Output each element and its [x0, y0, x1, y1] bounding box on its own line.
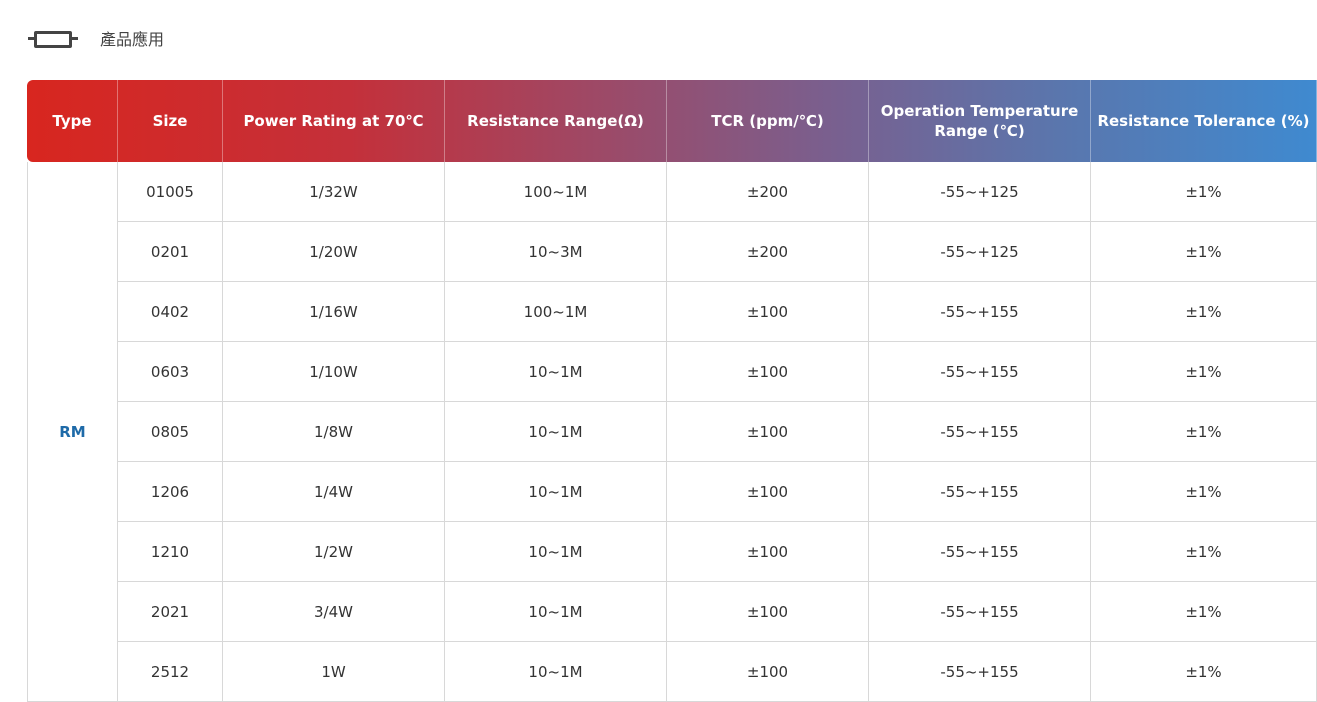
cell-operation-temp: -55~+155 — [869, 522, 1091, 582]
cell-tcr: ±100 — [667, 642, 869, 702]
cell-size: 0805 — [118, 402, 223, 462]
cell-power-rating: 1/4W — [223, 462, 445, 522]
cell-size: 0402 — [118, 282, 223, 342]
cell-size: 1206 — [118, 462, 223, 522]
cell-tcr: ±200 — [667, 222, 869, 282]
table-row: 0805 1/8W 10~1M ±100 -55~+155 ±1% — [27, 402, 1317, 462]
cell-resistance-range: 100~1M — [445, 162, 667, 222]
type-cell: RM — [27, 162, 118, 702]
cell-size: 0201 — [118, 222, 223, 282]
table-row: RM 01005 1/32W 100~1M ±200 -55~+125 ±1% — [27, 162, 1317, 702]
resistor-icon — [28, 27, 78, 49]
cell-tcr: ±100 — [667, 462, 869, 522]
cell-size: 2512 — [118, 642, 223, 702]
table-row: 2512 1W 10~1M ±100 -55~+155 ±1% — [27, 642, 1317, 702]
cell-tcr: ±100 — [667, 342, 869, 402]
cell-tcr: ±100 — [667, 402, 869, 462]
cell-tolerance: ±1% — [1091, 342, 1317, 402]
cell-power-rating: 1/8W — [223, 402, 445, 462]
column-header-power-rating: Power Rating at 70℃ — [223, 80, 445, 162]
cell-tcr: ±200 — [667, 162, 869, 222]
column-header-tcr: TCR (ppm/℃) — [667, 80, 869, 162]
cell-resistance-range: 100~1M — [445, 282, 667, 342]
cell-size: 0603 — [118, 342, 223, 402]
cell-tcr: ±100 — [667, 582, 869, 642]
cell-operation-temp: -55~+155 — [869, 582, 1091, 642]
cell-tolerance: ±1% — [1091, 222, 1317, 282]
column-header-resistance-range: Resistance Range(Ω) — [445, 80, 667, 162]
cell-power-rating: 3/4W — [223, 582, 445, 642]
cell-tcr: ±100 — [667, 522, 869, 582]
cell-power-rating: 1W — [223, 642, 445, 702]
section-heading: 產品應用 — [28, 24, 164, 52]
cell-resistance-range: 10~1M — [445, 522, 667, 582]
cell-size: 1210 — [118, 522, 223, 582]
cell-size: 01005 — [118, 162, 223, 222]
column-header-type: Type — [27, 80, 118, 162]
cell-operation-temp: -55~+155 — [869, 642, 1091, 702]
cell-tolerance: ±1% — [1091, 462, 1317, 522]
cell-resistance-range: 10~3M — [445, 222, 667, 282]
table-row: 0603 1/10W 10~1M ±100 -55~+155 ±1% — [27, 342, 1317, 402]
table-row: 1210 1/2W 10~1M ±100 -55~+155 ±1% — [27, 522, 1317, 582]
cell-tcr: ±100 — [667, 282, 869, 342]
column-header-tolerance: Resistance Tolerance (%) — [1091, 80, 1317, 162]
cell-operation-temp: -55~+155 — [869, 342, 1091, 402]
cell-tolerance: ±1% — [1091, 402, 1317, 462]
cell-resistance-range: 10~1M — [445, 642, 667, 702]
cell-power-rating: 1/10W — [223, 342, 445, 402]
table-row: 0402 1/16W 100~1M ±100 -55~+155 ±1% — [27, 282, 1317, 342]
cell-power-rating: 1/2W — [223, 522, 445, 582]
cell-operation-temp: -55~+155 — [869, 462, 1091, 522]
cell-power-rating: 1/20W — [223, 222, 445, 282]
cell-operation-temp: -55~+125 — [869, 162, 1091, 222]
table-row: 1206 1/4W 10~1M ±100 -55~+155 ±1% — [27, 462, 1317, 522]
cell-operation-temp: -55~+155 — [869, 402, 1091, 462]
table-header-row: Type Size Power Rating at 70℃ Resistance Ra… — [27, 80, 1317, 162]
cell-tolerance: ±1% — [1091, 282, 1317, 342]
cell-tolerance: ±1% — [1091, 162, 1317, 222]
cell-power-rating: 1/16W — [223, 282, 445, 342]
column-header-operation-temp: Operation Temperature Range (℃) — [869, 80, 1091, 162]
cell-size: 2021 — [118, 582, 223, 642]
cell-tolerance: ±1% — [1091, 582, 1317, 642]
spec-table: Type Size Power Rating at 70℃ Resistance Ra… — [27, 80, 1317, 702]
cell-tolerance: ±1% — [1091, 522, 1317, 582]
column-header-size: Size — [118, 80, 223, 162]
section-title: 產品應用 — [100, 30, 165, 49]
cell-power-rating: 1/32W — [223, 162, 445, 222]
cell-resistance-range: 10~1M — [445, 342, 667, 402]
table-row: 2021 3/4W 10~1M ±100 -55~+155 ±1% — [27, 582, 1317, 642]
cell-tolerance: ±1% — [1091, 642, 1317, 702]
cell-resistance-range: 10~1M — [445, 402, 667, 462]
table-row: 0201 1/20W 10~3M ±200 -55~+125 ±1% — [27, 222, 1317, 282]
cell-operation-temp: -55~+155 — [869, 282, 1091, 342]
cell-resistance-range: 10~1M — [445, 462, 667, 522]
cell-operation-temp: -55~+125 — [869, 222, 1091, 282]
cell-resistance-range: 10~1M — [445, 582, 667, 642]
